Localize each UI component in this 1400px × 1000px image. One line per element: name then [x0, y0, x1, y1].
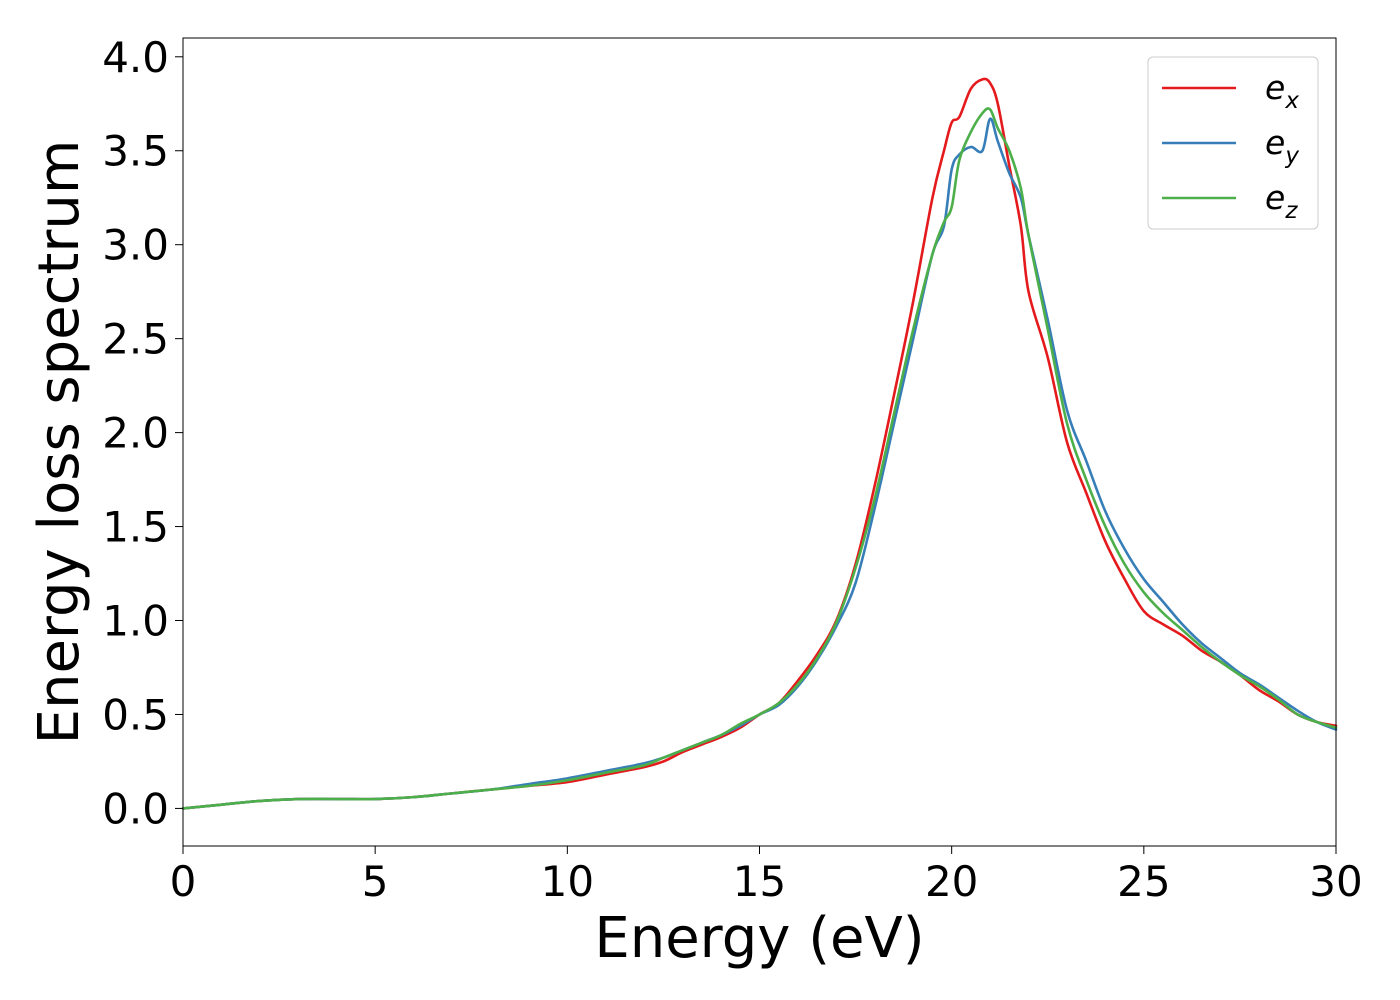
legend-subscript: y	[1284, 143, 1299, 169]
x-tick-label: 5	[362, 857, 389, 906]
y-ticks: 0.0 0.5 1.0 1.5 2.0 2.5 3.0 3.5 4.0	[102, 33, 183, 833]
y-tick-label: 0.5	[102, 690, 169, 739]
x-tick-label: 0	[170, 857, 197, 906]
series-layer	[181, 77, 1338, 810]
x-tick-label: 20	[925, 857, 978, 906]
y-axis-label: Energy loss spectrum	[27, 140, 92, 745]
y-tick-label: 3.0	[102, 221, 169, 270]
y-tick-label: 3.5	[102, 127, 169, 176]
x-tick-label: 10	[541, 857, 594, 906]
y-tick-label: 0.0	[102, 784, 169, 833]
y-tick-label: 1.0	[102, 597, 169, 646]
x-tick-label: 30	[1309, 857, 1362, 906]
y-tick-label: 2.5	[102, 315, 169, 364]
x-tick-label: 25	[1117, 857, 1170, 906]
legend-subscript: x	[1284, 88, 1299, 114]
x-tick-label: 15	[733, 857, 786, 906]
y-tick-label: 2.0	[102, 409, 169, 458]
x-ticks: 0 5 10 15 20 25 30	[170, 846, 1363, 906]
y-tick-label: 4.0	[102, 33, 169, 82]
series-line-z	[181, 107, 1338, 810]
x-axis-label: Energy (eV)	[594, 906, 924, 971]
legend-subscript: z	[1284, 198, 1298, 224]
y-tick-label: 1.5	[102, 503, 169, 552]
